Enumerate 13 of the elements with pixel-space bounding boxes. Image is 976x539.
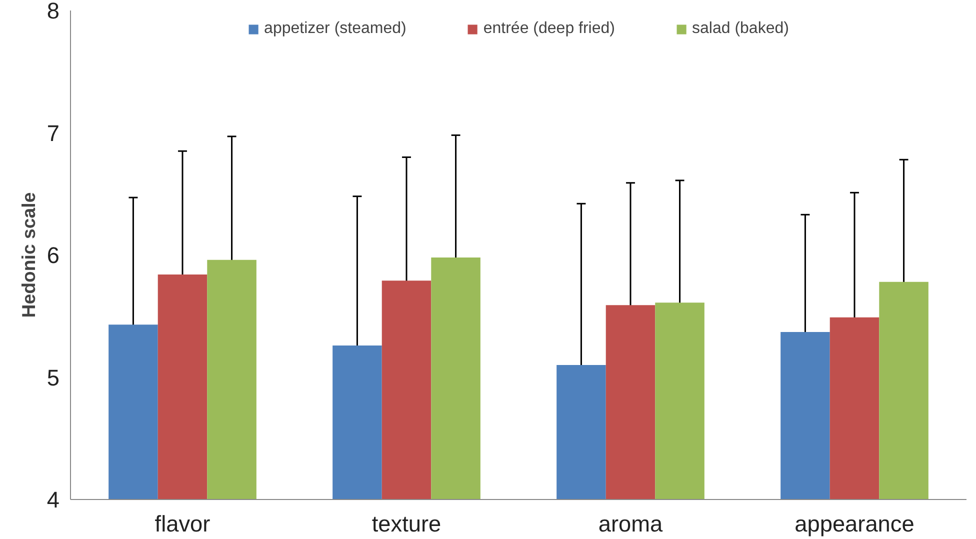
y-axis-title: Hedonic scale <box>18 192 39 318</box>
y-tick-label: 4 <box>46 486 60 512</box>
legend-label: appetizer (steamed) <box>264 20 406 38</box>
x-tick-label: appearance <box>794 510 914 536</box>
y-tick-label: 5 <box>46 364 60 390</box>
x-tick-label: aroma <box>598 510 664 536</box>
legend-label: entrée (deep fried) <box>483 20 615 38</box>
x-tick-label: flavor <box>154 510 211 536</box>
y-tick-label: 8 <box>46 0 60 24</box>
y-tick-label: 6 <box>46 242 60 268</box>
y-tick-label: 7 <box>46 120 60 146</box>
legend-label: salad (baked) <box>692 20 789 38</box>
x-tick-label: texture <box>372 510 442 536</box>
